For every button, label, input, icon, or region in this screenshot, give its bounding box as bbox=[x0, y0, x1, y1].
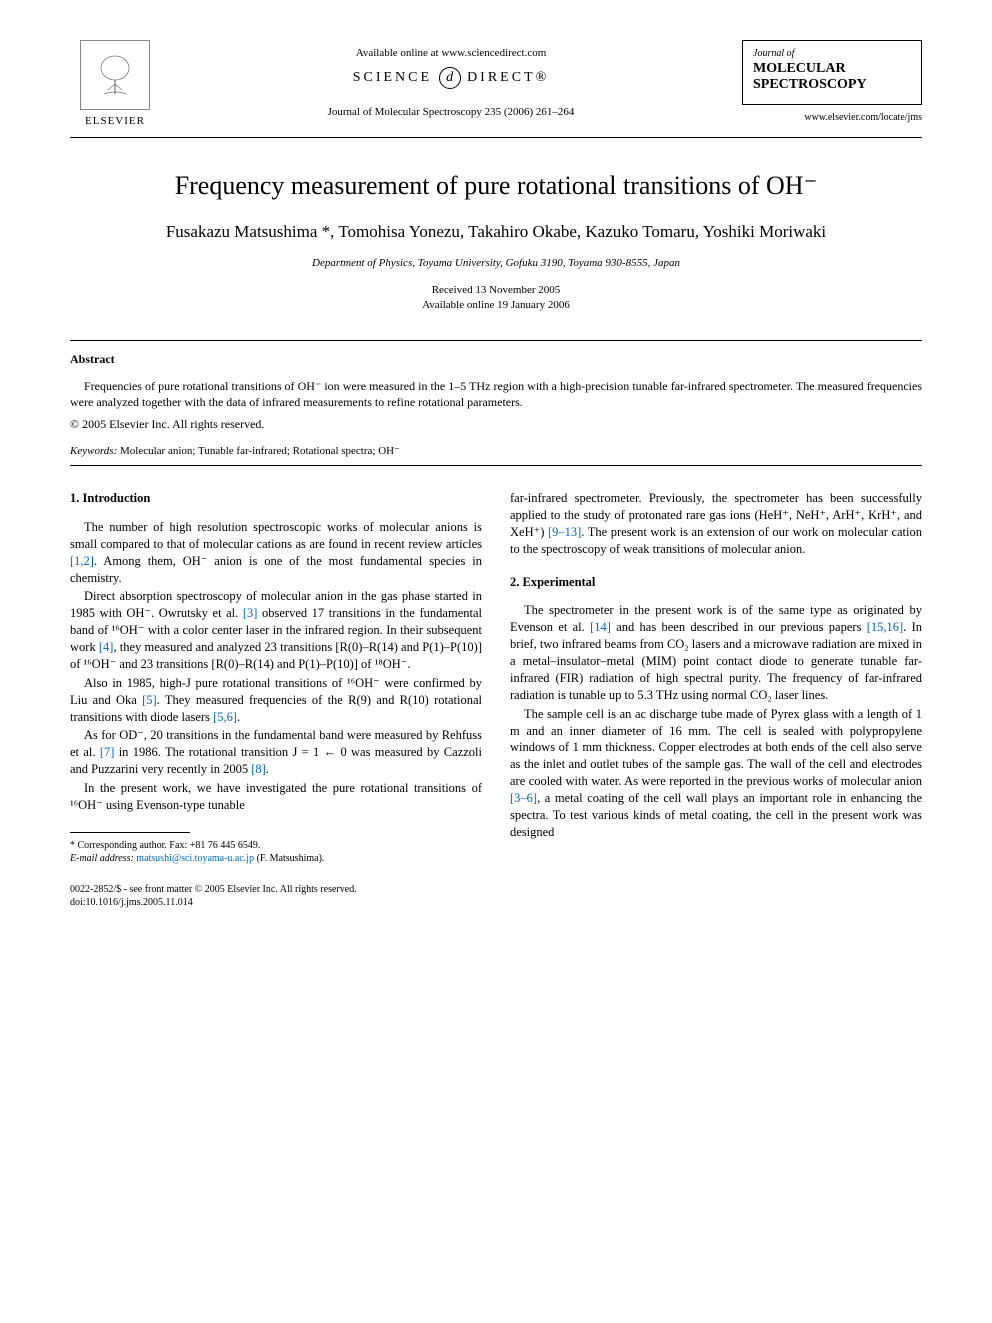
intro-para-5: In the present work, we have investigate… bbox=[70, 780, 482, 814]
ref-link[interactable]: [15,16] bbox=[867, 620, 903, 634]
affiliation: Department of Physics, Toyama University… bbox=[70, 256, 922, 271]
text: . bbox=[237, 710, 240, 724]
text: , a metal coating of the cell wall plays… bbox=[510, 791, 922, 839]
text: The number of high resolution spectrosco… bbox=[70, 520, 482, 551]
issn-line: 0022-2852/$ - see front matter © 2005 El… bbox=[70, 883, 922, 897]
sd-left: SCIENCE bbox=[353, 70, 432, 85]
ref-link[interactable]: [9–13] bbox=[548, 525, 581, 539]
exp-para-2: The sample cell is an ac discharge tube … bbox=[510, 706, 922, 841]
authors-list: Fusakazu Matsushima *, Tomohisa Yonezu, … bbox=[70, 221, 922, 244]
available-online-text: Available online at www.sciencedirect.co… bbox=[160, 46, 742, 61]
email-author: (F. Matsushima). bbox=[254, 853, 324, 864]
email-label: E-mail address: bbox=[70, 853, 134, 864]
ref-link[interactable]: [1,2] bbox=[70, 554, 94, 568]
center-header: Available online at www.sciencedirect.co… bbox=[160, 40, 742, 120]
journal-logo-block: Journal of MOLECULAR SPECTROSCOPY www.el… bbox=[742, 40, 922, 125]
journal-name: MOLECULAR SPECTROSCOPY bbox=[753, 61, 911, 95]
header-divider bbox=[70, 137, 922, 138]
page-header: ELSEVIER Available online at www.science… bbox=[70, 40, 922, 129]
text: , they measured and analyzed 23 transiti… bbox=[70, 640, 482, 671]
col2-continuation: far-infrared spectrometer. Previously, t… bbox=[510, 490, 922, 558]
journal-of-label: Journal of bbox=[753, 47, 911, 61]
journal-reference: Journal of Molecular Spectroscopy 235 (2… bbox=[160, 105, 742, 120]
text: in 1986. The rotational transition J = 1… bbox=[70, 745, 482, 776]
left-column: 1. Introduction The number of high resol… bbox=[70, 490, 482, 865]
abstract-heading: Abstract bbox=[70, 351, 922, 367]
journal-url[interactable]: www.elsevier.com/locate/jms bbox=[742, 111, 922, 125]
intro-para-2: Direct absorption spectroscopy of molecu… bbox=[70, 588, 482, 672]
intro-para-3: Also in 1985, high-J pure rotational tra… bbox=[70, 675, 482, 726]
exp-para-1: The spectrometer in the present work is … bbox=[510, 602, 922, 703]
article-dates: Received 13 November 2005 Available onli… bbox=[70, 283, 922, 313]
right-column: far-infrared spectrometer. Previously, t… bbox=[510, 490, 922, 865]
keywords-label: Keywords: bbox=[70, 445, 117, 457]
ref-link[interactable]: [4] bbox=[99, 640, 114, 654]
ref-link[interactable]: [3] bbox=[243, 606, 258, 620]
copyright-text: © 2005 Elsevier Inc. All rights reserved… bbox=[70, 416, 922, 432]
abstract-text: Frequencies of pure rotational transitio… bbox=[70, 378, 922, 410]
email-footnote: E-mail address: matsushi@sci.toyama-u.ac… bbox=[70, 852, 482, 865]
elsevier-logo: ELSEVIER bbox=[70, 40, 160, 129]
elsevier-label: ELSEVIER bbox=[85, 114, 145, 129]
experimental-heading: 2. Experimental bbox=[510, 574, 922, 591]
corresponding-author-footnote: * Corresponding author. Fax: +81 76 445 … bbox=[70, 839, 482, 852]
page-footer: 0022-2852/$ - see front matter © 2005 El… bbox=[70, 883, 922, 910]
ref-link[interactable]: [5,6] bbox=[213, 710, 237, 724]
abstract-bottom-rule bbox=[70, 465, 922, 466]
email-link[interactable]: matsushi@sci.toyama-u.ac.jp bbox=[134, 853, 254, 864]
text: and has been described in our previous p… bbox=[611, 620, 867, 634]
sd-at-icon: d bbox=[439, 67, 461, 89]
ref-link[interactable]: [3–6] bbox=[510, 791, 537, 805]
intro-para-4: As for OD⁻, 20 transitions in the fundam… bbox=[70, 727, 482, 778]
text: The sample cell is an ac discharge tube … bbox=[510, 707, 922, 789]
ref-link[interactable]: [7] bbox=[100, 745, 115, 759]
intro-para-1: The number of high resolution spectrosco… bbox=[70, 519, 482, 587]
elsevier-tree-icon bbox=[80, 40, 150, 110]
keywords-line: Keywords: Molecular anion; Tunable far-i… bbox=[70, 444, 922, 459]
ref-link[interactable]: [8] bbox=[251, 762, 266, 776]
text: . bbox=[266, 762, 269, 776]
footnote-separator bbox=[70, 832, 190, 833]
online-date: Available online 19 January 2006 bbox=[70, 298, 922, 313]
received-date: Received 13 November 2005 bbox=[70, 283, 922, 298]
body-columns: 1. Introduction The number of high resol… bbox=[70, 490, 922, 865]
keywords-text: Molecular anion; Tunable far-infrared; R… bbox=[117, 445, 400, 457]
doi-line: doi:10.1016/j.jms.2005.11.014 bbox=[70, 896, 922, 910]
intro-heading: 1. Introduction bbox=[70, 490, 482, 507]
science-direct-logo: SCIENCE d DIRECT® bbox=[160, 67, 742, 89]
article-title: Frequency measurement of pure rotational… bbox=[70, 168, 922, 203]
ref-link[interactable]: [14] bbox=[590, 620, 611, 634]
abstract-top-rule bbox=[70, 340, 922, 341]
sd-right: DIRECT® bbox=[467, 70, 549, 85]
text: . Among them, OH⁻ anion is one of the mo… bbox=[70, 554, 482, 585]
ref-link[interactable]: [5] bbox=[142, 693, 157, 707]
